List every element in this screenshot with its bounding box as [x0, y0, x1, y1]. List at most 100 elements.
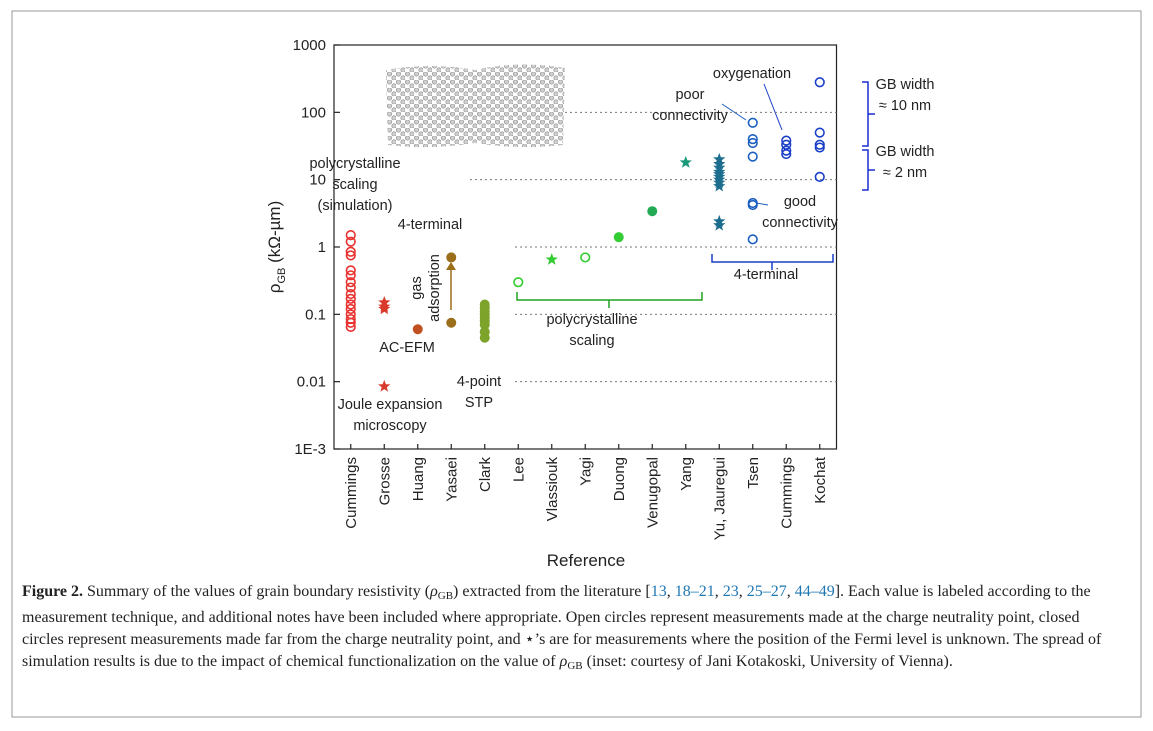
- annotation: 4-point: [457, 374, 501, 390]
- star-marker: [545, 253, 558, 265]
- caption-bold: Figure 2.: [22, 583, 84, 600]
- annotation: GB width: [876, 144, 935, 160]
- annotation: gas: [409, 276, 425, 299]
- star-marker: [378, 379, 391, 392]
- annotation: polycrystalline: [309, 156, 400, 172]
- x-tick-label: Lee: [510, 457, 527, 482]
- caption-sub: GB: [437, 590, 454, 602]
- y-tick-label: 1000: [293, 37, 326, 54]
- open-circle: [345, 246, 356, 257]
- x-tick-label: Yang: [678, 457, 695, 491]
- open-circle: [345, 288, 356, 300]
- caption-math: ρ: [430, 583, 438, 600]
- open-circle: [814, 139, 825, 150]
- caption-text: ,: [714, 583, 723, 600]
- caption-ref[interactable]: 25–27: [746, 583, 787, 600]
- caption-ref[interactable]: 44–49: [794, 583, 835, 600]
- closed-circle: [412, 324, 423, 335]
- y-axis-unit: (kΩ-µm): [265, 201, 284, 268]
- arrow-head: [446, 262, 456, 270]
- closed-circle: [479, 319, 490, 330]
- x-tick-label: Duong: [611, 457, 628, 501]
- open-circle: [747, 234, 758, 245]
- annotation: good: [784, 194, 816, 210]
- x-tick-label: Huang: [410, 457, 427, 501]
- open-circle: [747, 137, 758, 149]
- annotation: AC-EFM: [379, 340, 435, 356]
- open-circle: [747, 151, 758, 162]
- open-circle: [345, 299, 356, 310]
- y-tick-label: 1: [318, 239, 326, 256]
- annotation: Joule expansion: [338, 397, 443, 413]
- annotation: scaling: [569, 333, 614, 349]
- pointer: [721, 103, 747, 121]
- x-tick-label: Cummings: [778, 457, 795, 529]
- star-marker: [713, 218, 726, 231]
- open-circle: [814, 171, 825, 182]
- star-marker: [713, 179, 726, 192]
- open-circle: [580, 252, 591, 263]
- pointer: [755, 202, 769, 206]
- open-circle: [345, 321, 356, 333]
- star-marker: [378, 302, 391, 315]
- open-circle: [781, 135, 792, 146]
- x-tick-label: Yu, Jauregui: [711, 457, 728, 540]
- annotation: (simulation): [318, 198, 393, 214]
- bracket: [516, 292, 703, 308]
- caption-math: ρ: [559, 653, 568, 670]
- open-circle: [345, 277, 356, 288]
- open-circle: [747, 117, 758, 128]
- open-circle: [814, 127, 825, 138]
- annotation: scaling: [332, 177, 377, 193]
- closed-circle: [446, 317, 457, 328]
- open-circle: [781, 145, 792, 156]
- y-tick-label: 100: [301, 104, 326, 121]
- annotation: 4-terminal: [398, 217, 462, 233]
- closed-circle: [479, 332, 490, 343]
- caption-text: ]. Each value is labeled according to th…: [22, 583, 1102, 670]
- y-axis-subscript: GB: [276, 268, 288, 284]
- open-circle: [345, 293, 356, 304]
- open-circle: [345, 250, 356, 261]
- annotation: GB width: [876, 77, 935, 93]
- x-tick-label: Grosse: [376, 457, 393, 505]
- x-tick-label: Yasaei: [443, 457, 460, 502]
- x-tick-label: Venugopal: [644, 457, 661, 528]
- open-circle: [747, 199, 758, 211]
- open-circle: [345, 265, 356, 276]
- caption-text: ) extracted from the literature [: [453, 583, 651, 600]
- caption-text: Summary of the values of grain boundary …: [83, 583, 431, 600]
- closed-circle: [647, 206, 658, 217]
- annotation: STP: [465, 395, 493, 411]
- open-circle: [345, 282, 356, 293]
- x-tick-label: Vlassiouk: [544, 457, 561, 522]
- y-axis-symbol: ρ: [265, 284, 284, 294]
- open-circle: [345, 230, 356, 241]
- caption-ref[interactable]: 23: [722, 583, 739, 600]
- x-tick-label: Yagi: [577, 457, 594, 486]
- annotation: 4-terminal: [734, 267, 798, 283]
- open-circle: [345, 270, 356, 281]
- open-circle: [781, 148, 792, 160]
- open-circle: [814, 142, 825, 153]
- x-tick-label: Tsen: [745, 457, 762, 489]
- annotation: ≈ 2 nm: [883, 165, 927, 181]
- y-tick-label: 0.1: [305, 306, 326, 323]
- annotation: connectivity: [652, 108, 729, 124]
- caption-sub: GB: [567, 660, 583, 672]
- open-circle: [747, 134, 758, 145]
- y-tick-label: 0.01: [297, 374, 326, 391]
- annotation: ≈ 10 nm: [879, 98, 931, 114]
- caption-ref[interactable]: 18–21: [674, 583, 715, 600]
- x-tick-label: Cummings: [343, 457, 360, 529]
- open-circle: [513, 277, 524, 288]
- annotation: poor: [675, 87, 704, 103]
- closed-circle: [446, 252, 457, 263]
- caption-ref[interactable]: 13: [650, 583, 667, 600]
- annotation: microscopy: [353, 418, 427, 434]
- bracket: [862, 81, 875, 147]
- caption-text: ,: [786, 583, 795, 600]
- open-circle: [345, 236, 356, 247]
